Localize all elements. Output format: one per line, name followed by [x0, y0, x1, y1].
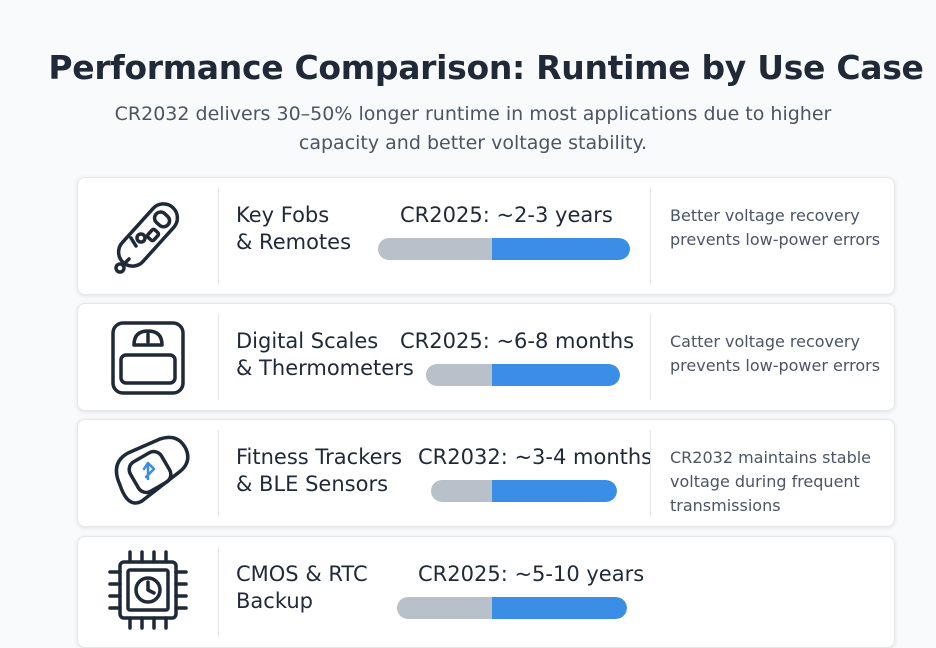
runtime-estimate: CR2025: ~5-10 years [418, 562, 645, 586]
card-divider [218, 188, 219, 284]
bar-segment-blue [492, 480, 617, 502]
runtime-comparison-bar [397, 597, 627, 619]
card-divider [218, 430, 219, 516]
runtime-estimate: CR2032: ~3-4 months [418, 445, 653, 469]
card-divider [650, 188, 651, 284]
runtime-comparison-bar [378, 238, 630, 260]
bar-segment-blue [492, 597, 627, 619]
card-divider [650, 314, 651, 400]
bar-segment-blue [492, 364, 620, 386]
page-title: Performance Comparison: Runtime by Use C… [48, 48, 924, 87]
chip-clock-icon [78, 537, 218, 643]
use-case-label: CMOS & RTC Backup [236, 562, 368, 613]
use-case-card-key-fobs: Key Fobs & Remotes CR2025: ~2-3 years Be… [77, 177, 895, 295]
runtime-estimate: CR2025: ~6-8 months [400, 329, 635, 353]
use-case-note: CR2032 maintains stable voltage during f… [670, 448, 872, 515]
card-divider [650, 430, 651, 516]
use-case-card-cmos-rtc: CMOS & RTC Backup CR2025: ~5-10 years [77, 536, 895, 648]
card-divider [218, 314, 219, 400]
runtime-comparison-bar [431, 480, 617, 502]
bar-segment-gray [397, 597, 492, 619]
bar-segment-gray [431, 480, 492, 502]
runtime-comparison-bar [426, 364, 620, 386]
page-subtitle: CR2032 delivers 30–50% longer runtime in… [114, 103, 832, 154]
runtime-estimate: CR2025: ~2-3 years [400, 203, 613, 227]
key-fob-icon [78, 178, 218, 294]
bar-segment-blue [492, 238, 630, 260]
use-case-label: Digital Scales & Thermometers [236, 329, 414, 380]
fitness-tracker-icon [78, 420, 218, 526]
use-case-note: Better voltage recovery prevents low-pow… [670, 206, 881, 249]
bar-segment-gray [426, 364, 492, 386]
use-case-card-fitness-trackers: Fitness Trackers & BLE Sensors CR2032: ~… [77, 419, 895, 527]
bar-segment-gray [378, 238, 492, 260]
use-case-label: Key Fobs & Remotes [236, 203, 352, 254]
use-case-card-digital-scales: Digital Scales & Thermometers CR2025: ~6… [77, 303, 895, 411]
scale-icon [78, 304, 218, 410]
card-divider [218, 547, 219, 637]
use-case-note: Catter voltage recovery prevents low-pow… [670, 332, 881, 375]
use-case-label: Fitness Trackers & BLE Sensors [236, 445, 403, 496]
